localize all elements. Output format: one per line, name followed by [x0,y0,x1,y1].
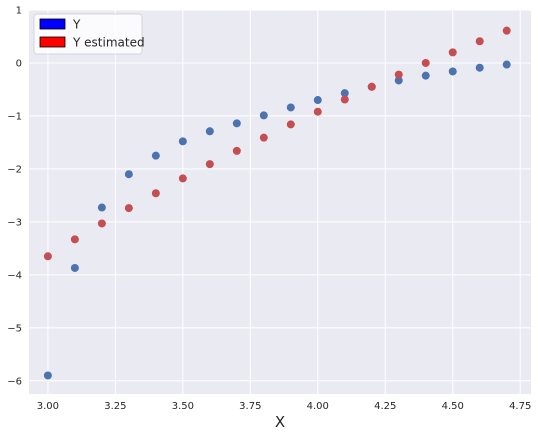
y-point [151,151,160,160]
y-estimated-point [367,82,376,91]
y-point [124,170,133,179]
x-tick-label: 4.50 [442,401,464,412]
y-estimated-point [475,37,484,46]
x-tick-label: 3.75 [239,401,261,412]
y-tick-label: −2 [7,164,22,175]
y-point [43,371,52,380]
plot-area [29,10,531,394]
y-tick-label: −1 [7,111,22,122]
x-tick-label: 3.25 [104,401,126,412]
y-estimated-point [394,70,403,79]
y-estimated-point [70,235,79,244]
x-tick-label: 4.25 [374,401,396,412]
x-tick-label: 3.50 [172,401,194,412]
series-y [43,60,511,380]
x-axis-label: X [275,413,285,431]
y-estimated-point [178,174,187,183]
y-tick-label: −5 [7,323,22,334]
y-point [502,60,511,69]
y-point [178,137,187,146]
y-tick-label: 1 [16,6,22,17]
legend-items: Y Y estimated [39,18,145,50]
y-point [232,119,241,128]
series-y-estimated [43,26,511,261]
legend-swatch-y [39,18,66,30]
legend: Y Y estimated [33,13,145,55]
y-estimated-point [259,133,268,142]
grid [29,9,531,394]
legend-label-y-estimated: Y estimated [72,36,145,50]
y-point [340,89,349,98]
y-estimated-point [205,160,214,169]
y-estimated-point [151,189,160,198]
y-point [421,71,430,80]
y-tick-label: −3 [7,217,22,228]
y-tick-label: −4 [7,270,22,281]
y-point [394,76,403,85]
x-tick-label: 4.75 [509,401,531,412]
y-tick-label: 0 [16,58,22,69]
y-estimated-point [502,26,511,35]
y-point [286,103,295,112]
y-estimated-point [124,204,133,213]
y-point [205,127,214,136]
y-point [70,263,79,272]
y-point [313,96,322,105]
y-tick-label: −6 [7,376,22,387]
y-estimated-point [313,107,322,116]
y-estimated-point [286,120,295,129]
y-estimated-point [448,48,457,57]
x-tick-labels: 3.00 3.25 3.50 3.75 4.00 4.25 4.50 4.75 [37,401,532,412]
x-tick-label: 4.00 [307,401,329,412]
y-point [259,111,268,120]
data-series [43,26,511,380]
x-tick-label: 3.00 [37,401,59,412]
legend-swatch-y-estimated [39,36,66,48]
y-estimated-point [97,219,106,228]
y-estimated-point [421,58,430,67]
legend-label-y: Y [72,18,81,32]
y-tick-labels: 1 0 −1 −2 −3 −4 −5 −6 [7,6,22,388]
y-point [475,63,484,72]
y-point [448,67,457,76]
y-estimated-point [340,95,349,104]
y-estimated-point [232,146,241,155]
y-estimated-point [43,252,52,261]
y-point [97,203,106,212]
